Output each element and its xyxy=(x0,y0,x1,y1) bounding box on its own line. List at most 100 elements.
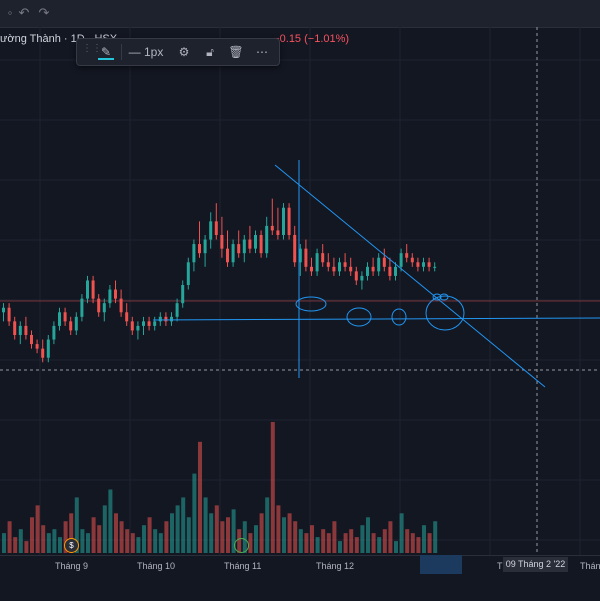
circle-mark[interactable] xyxy=(439,293,449,301)
candle xyxy=(360,271,364,290)
candle xyxy=(254,230,257,254)
volume-bar xyxy=(293,521,298,553)
circle-mark[interactable] xyxy=(432,293,442,301)
volume-bar xyxy=(125,529,130,553)
candle xyxy=(282,203,285,240)
candle xyxy=(80,294,84,322)
volume-bar xyxy=(254,525,258,553)
volume-bar xyxy=(186,517,191,553)
trend-line[interactable] xyxy=(274,164,546,388)
drag-handle-icon[interactable]: ⋮⋮ xyxy=(82,43,102,54)
lock-icon[interactable]: 🔓︎ xyxy=(206,45,214,59)
redo-icon[interactable]: ↷ xyxy=(38,5,50,20)
axis-label-oct: Tháng 10 xyxy=(137,561,176,571)
volume-bar xyxy=(427,533,432,553)
candle xyxy=(304,239,308,272)
volume-bar xyxy=(366,517,370,553)
candle xyxy=(298,244,302,276)
axis-label-sep: Tháng 9 xyxy=(55,561,89,571)
candle xyxy=(382,248,386,272)
price-chart[interactable] xyxy=(0,0,600,555)
candle xyxy=(366,262,369,281)
volume-bar xyxy=(410,533,415,553)
candle xyxy=(433,262,437,272)
volume-bar xyxy=(388,521,393,553)
candle xyxy=(24,316,28,340)
candle xyxy=(2,303,5,322)
circle-mark[interactable] xyxy=(425,295,465,331)
candle xyxy=(97,294,101,317)
axis-label-thang: Tháng xyxy=(580,561,600,571)
candle xyxy=(265,216,269,258)
line-width-button[interactable]: — 1px xyxy=(127,42,165,62)
volume-bar xyxy=(175,505,180,553)
menu-icon[interactable]: ◦ xyxy=(7,5,13,20)
circle-mark[interactable] xyxy=(346,307,372,327)
volume-bar xyxy=(52,529,57,553)
candle xyxy=(422,257,425,272)
axis-label-dec: Tháng 12 xyxy=(316,561,355,571)
volume-bar xyxy=(326,533,331,553)
volume-bar xyxy=(181,497,186,553)
undo-icon[interactable]: ↶ xyxy=(18,5,30,20)
gear-icon[interactable]: ⚙ xyxy=(178,45,190,59)
volume-bar xyxy=(136,537,141,553)
candle xyxy=(142,316,145,335)
volume-bar xyxy=(170,513,174,553)
candle xyxy=(332,257,336,276)
candle xyxy=(226,230,229,267)
candle xyxy=(181,280,185,308)
candle xyxy=(203,235,207,267)
candle xyxy=(7,303,11,326)
candle xyxy=(158,312,162,326)
candle xyxy=(231,239,235,267)
event-icon[interactable] xyxy=(234,538,249,553)
candle xyxy=(86,275,89,304)
candle xyxy=(58,307,61,331)
volume-bar xyxy=(298,529,303,553)
volume-bar xyxy=(130,533,135,553)
candle xyxy=(41,339,45,363)
candle xyxy=(310,257,313,276)
candle xyxy=(125,303,129,326)
candle xyxy=(321,244,325,267)
drawings[interactable] xyxy=(152,160,600,388)
candle xyxy=(287,203,291,240)
volume-bar xyxy=(63,521,68,553)
volume-bar xyxy=(377,537,382,553)
candle xyxy=(427,257,431,272)
support-line[interactable] xyxy=(152,317,600,321)
volume-bar xyxy=(349,529,354,553)
color-indicator xyxy=(98,58,114,60)
candle xyxy=(198,221,201,258)
time-axis[interactable]: Tháng 9 Tháng 10 Tháng 11 Tháng 12 2022 … xyxy=(0,555,600,601)
candles xyxy=(2,198,437,363)
volume-bar xyxy=(142,525,146,553)
volume-bar xyxy=(248,533,253,553)
pencil-icon[interactable]: ✎ xyxy=(100,45,112,59)
volume-bar xyxy=(259,513,264,553)
candle xyxy=(276,207,280,240)
candle xyxy=(377,253,381,276)
line-style-icon: — xyxy=(128,45,141,59)
volume-bar xyxy=(332,521,337,553)
trash-icon[interactable]: 🗑︎ xyxy=(228,45,244,59)
candle xyxy=(63,307,67,326)
candle xyxy=(343,253,347,272)
candle xyxy=(270,198,274,235)
candle xyxy=(338,257,341,276)
more-icon[interactable]: ⋯ xyxy=(256,45,268,59)
candle xyxy=(147,316,151,331)
circle-mark[interactable] xyxy=(391,308,407,326)
circle-mark[interactable] xyxy=(295,296,327,312)
volume-bar xyxy=(74,497,79,553)
volume-bar xyxy=(338,541,342,553)
volume-bar xyxy=(343,533,348,553)
volume-bar xyxy=(86,533,90,553)
candle xyxy=(13,316,17,340)
candle xyxy=(371,257,375,276)
candle xyxy=(242,235,246,263)
candle xyxy=(35,339,39,354)
dividend-event-icon[interactable]: $ xyxy=(64,538,79,553)
volume-bars xyxy=(2,422,438,553)
